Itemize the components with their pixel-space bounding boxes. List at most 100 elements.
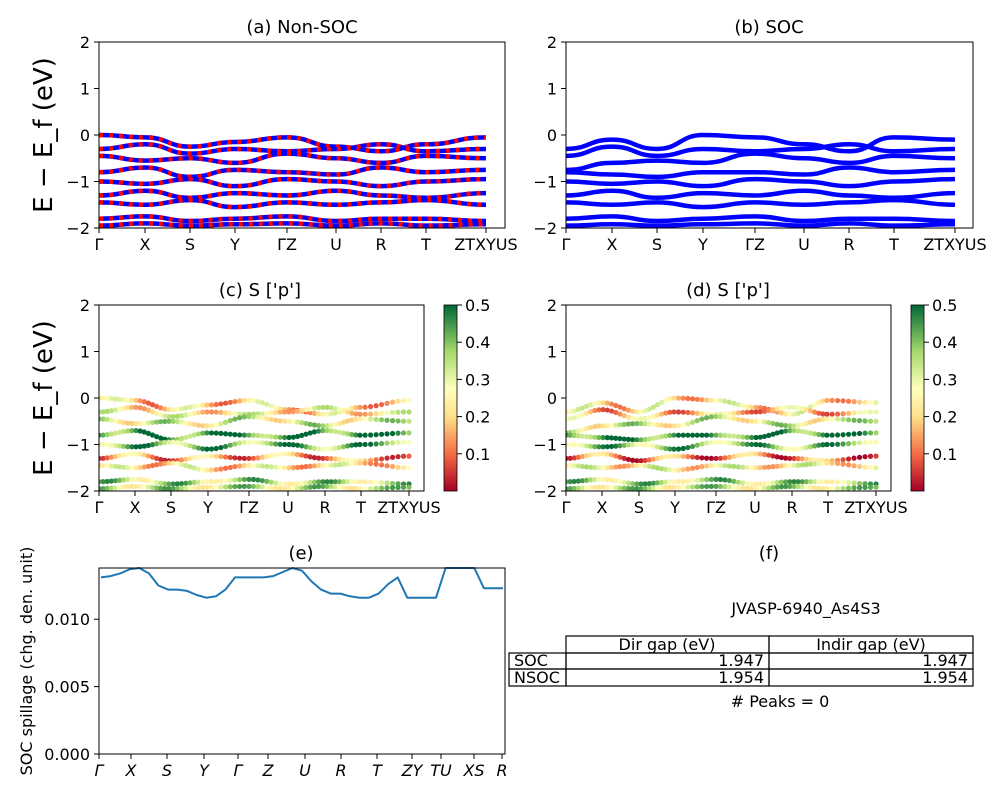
band-point <box>104 416 110 423</box>
band-point <box>713 432 719 438</box>
band-point <box>357 441 363 448</box>
x-tick-label: Y <box>669 498 680 517</box>
band-point <box>384 417 390 423</box>
band-point <box>336 484 342 490</box>
band-point <box>807 408 814 414</box>
x-tick-label: ΓZ <box>277 235 297 254</box>
band-point <box>340 479 347 485</box>
band-point <box>400 430 407 436</box>
panel-d-xticks: Γ X S Y ΓZ U R T ZTXYUS <box>562 491 908 517</box>
band-point <box>178 413 185 419</box>
band-point <box>646 480 652 487</box>
band-point <box>307 444 313 451</box>
band-point <box>600 484 606 490</box>
band-point <box>353 460 359 466</box>
band-point <box>125 444 131 450</box>
band-point <box>650 464 657 470</box>
band-point <box>717 397 724 404</box>
band-point <box>650 443 657 449</box>
band-point <box>116 419 123 425</box>
x-tick-label: Γ <box>95 761 105 780</box>
x-tick-label: S <box>166 498 176 517</box>
band-point <box>726 463 732 469</box>
band-point <box>357 432 363 438</box>
band-line-overlay <box>99 132 487 154</box>
band-point <box>336 407 342 413</box>
band-point <box>328 411 334 417</box>
band-point <box>650 456 657 462</box>
band-point <box>856 418 863 424</box>
band-point <box>218 478 224 484</box>
band-point <box>133 451 139 457</box>
band-point <box>867 418 874 424</box>
band-point <box>357 411 363 417</box>
band-point <box>753 409 759 415</box>
band-point <box>222 454 229 460</box>
band-point <box>368 404 374 410</box>
band-point <box>311 422 318 428</box>
band-line-overlay <box>99 176 487 189</box>
band-point <box>384 440 390 446</box>
panel-e-xticks: Γ X S Y Γ Z U R T ZY TU XS R <box>95 754 508 780</box>
panel-d-bands <box>566 395 879 491</box>
x-tick-label: Y <box>202 498 213 517</box>
x-tick-label: S <box>652 235 662 254</box>
band-point <box>608 422 615 429</box>
band-point <box>613 435 619 441</box>
band-point <box>571 442 577 448</box>
band-point <box>108 463 114 469</box>
band-point <box>187 455 193 461</box>
band-point <box>735 401 741 408</box>
band-point <box>807 430 814 436</box>
band-point <box>608 484 615 491</box>
band-point <box>722 398 728 404</box>
band-point <box>845 462 852 468</box>
band-point <box>766 485 772 491</box>
band-point <box>191 432 197 438</box>
band-point <box>373 416 379 423</box>
band-point <box>596 484 602 490</box>
band-point <box>659 485 665 491</box>
band-point <box>731 484 737 490</box>
band-point <box>667 453 673 459</box>
band-point <box>757 405 763 411</box>
x-tick-label: U <box>330 235 342 254</box>
band-point <box>174 460 180 467</box>
band-point <box>362 432 368 438</box>
band-point <box>642 415 648 422</box>
band-point <box>349 417 355 423</box>
band-point <box>791 462 797 469</box>
band-point <box>204 446 210 452</box>
band-point <box>699 483 705 490</box>
band-point <box>200 409 206 415</box>
band-point <box>125 420 131 426</box>
band-point <box>583 464 590 470</box>
band-point <box>183 412 189 418</box>
band-point <box>328 428 334 434</box>
band-point <box>250 398 257 404</box>
band-point <box>713 476 719 482</box>
band-point <box>856 430 863 437</box>
band-point <box>708 439 714 445</box>
band-point <box>571 485 577 491</box>
x-tick-label: ΓZ <box>745 235 765 254</box>
band-point <box>770 484 776 491</box>
band-point <box>783 446 789 452</box>
band-point <box>112 463 119 470</box>
band-point <box>625 463 632 469</box>
band-point <box>395 439 401 446</box>
band-point <box>650 435 657 441</box>
band-point <box>783 483 789 490</box>
band-point <box>389 409 396 416</box>
band-point <box>579 427 586 433</box>
band-point <box>218 430 224 436</box>
band-point <box>575 413 581 420</box>
band-point <box>406 430 412 436</box>
band-point <box>282 481 288 487</box>
band-point <box>862 439 868 446</box>
band-point <box>345 418 351 424</box>
band-point <box>149 409 156 415</box>
band-point <box>642 442 648 448</box>
band-point <box>141 399 147 405</box>
band-point <box>744 480 750 487</box>
